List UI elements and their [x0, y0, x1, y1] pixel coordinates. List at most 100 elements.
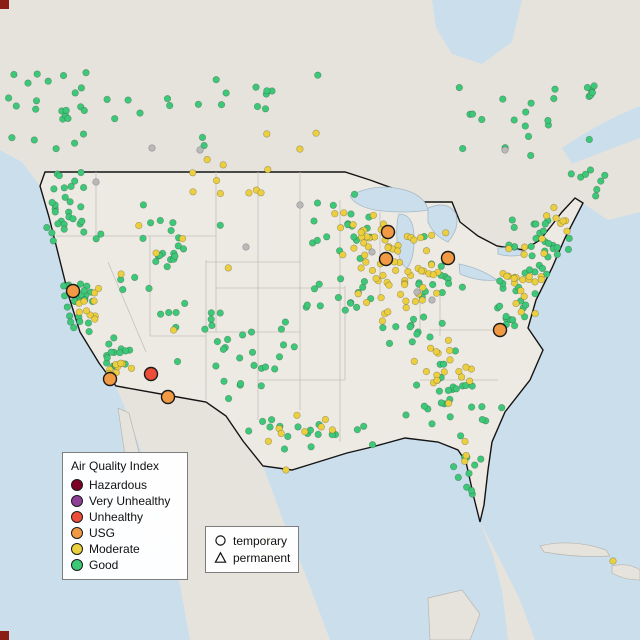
- aqi-point-moderate[interactable]: [440, 368, 448, 376]
- aqi-point-moderate[interactable]: [461, 457, 469, 465]
- aqi-point-moderate[interactable]: [357, 264, 365, 272]
- aqi-point-good[interactable]: [92, 235, 100, 243]
- aqi-point-good[interactable]: [10, 70, 18, 79]
- aqi-point-moderate[interactable]: [427, 344, 435, 352]
- aqi-point-good[interactable]: [477, 455, 485, 463]
- aqi-point-moderate[interactable]: [203, 156, 211, 164]
- aqi-point-good[interactable]: [216, 309, 224, 317]
- aqi-point-good[interactable]: [77, 203, 85, 211]
- aqi-point-good[interactable]: [261, 363, 270, 371]
- aqi-point-good[interactable]: [263, 87, 271, 95]
- aqi-point-good[interactable]: [590, 82, 598, 90]
- aqi-point-good[interactable]: [207, 309, 215, 317]
- aqi-point-good[interactable]: [310, 285, 319, 293]
- aqi-point-good[interactable]: [465, 469, 473, 478]
- aqi-point-moderate[interactable]: [542, 212, 551, 220]
- aqi-point-good[interactable]: [437, 399, 445, 407]
- aqi-point-good[interactable]: [583, 83, 592, 92]
- aqi-point-good[interactable]: [43, 223, 51, 232]
- aqi-point-good[interactable]: [222, 89, 230, 97]
- aqi-point-moderate[interactable]: [394, 247, 402, 255]
- aqi-point-good[interactable]: [12, 102, 20, 110]
- aqi-point-good[interactable]: [147, 219, 155, 227]
- aqi-point-good[interactable]: [124, 96, 132, 104]
- aqi-point-good[interactable]: [551, 85, 559, 93]
- aqi-point-moderate[interactable]: [538, 235, 546, 243]
- aqi-point-moderate[interactable]: [368, 266, 377, 275]
- aqi-point-good[interactable]: [70, 324, 78, 332]
- aqi-point-moderate[interactable]: [117, 359, 125, 367]
- aqi-point-moderate[interactable]: [458, 373, 466, 381]
- aqi-point-good[interactable]: [428, 420, 436, 428]
- aqi-point-moderate[interactable]: [331, 210, 339, 218]
- aqi-point-moderate[interactable]: [401, 281, 409, 289]
- aqi-point-moderate[interactable]: [444, 336, 453, 344]
- aqi-point-good[interactable]: [163, 95, 172, 103]
- aqi-point-good[interactable]: [64, 114, 72, 123]
- aqi-point-nodata[interactable]: [428, 296, 436, 304]
- aqi-point-usg[interactable]: [440, 250, 456, 266]
- aqi-point-good[interactable]: [496, 277, 504, 285]
- aqi-point-moderate[interactable]: [377, 294, 385, 302]
- aqi-point-moderate[interactable]: [152, 249, 160, 257]
- aqi-point-good[interactable]: [237, 380, 245, 388]
- aqi-point-good[interactable]: [527, 151, 535, 160]
- aqi-point-good[interactable]: [429, 281, 437, 289]
- aqi-point-good[interactable]: [440, 360, 448, 368]
- aqi-point-good[interactable]: [539, 227, 548, 235]
- aqi-point-moderate[interactable]: [82, 307, 91, 315]
- aqi-point-good[interactable]: [248, 348, 257, 356]
- aqi-point-moderate[interactable]: [264, 166, 272, 174]
- aqi-point-good[interactable]: [5, 94, 13, 102]
- aqi-point-good[interactable]: [111, 115, 119, 123]
- aqi-point-good[interactable]: [409, 315, 418, 323]
- aqi-point-moderate[interactable]: [510, 274, 518, 283]
- aqi-point-good[interactable]: [527, 243, 535, 251]
- aqi-point-good[interactable]: [553, 243, 561, 252]
- aqi-point-good[interactable]: [346, 299, 355, 307]
- aqi-point-good[interactable]: [468, 110, 477, 118]
- aqi-point-good[interactable]: [527, 99, 535, 107]
- aqi-point-good[interactable]: [119, 286, 127, 294]
- aqi-point-good[interactable]: [437, 262, 445, 270]
- aqi-point-moderate[interactable]: [411, 297, 420, 306]
- aqi-point-good[interactable]: [167, 227, 175, 235]
- aqi-point-good[interactable]: [525, 266, 534, 274]
- aqi-point-good[interactable]: [224, 335, 232, 344]
- aqi-point-moderate[interactable]: [519, 276, 527, 284]
- aqi-point-good[interactable]: [524, 132, 533, 140]
- aqi-point-good[interactable]: [61, 193, 69, 201]
- aqi-point-good[interactable]: [379, 324, 387, 332]
- aqi-point-moderate[interactable]: [517, 308, 525, 316]
- aqi-point-good[interactable]: [528, 252, 536, 260]
- aqi-point-good[interactable]: [78, 217, 86, 225]
- aqi-point-moderate[interactable]: [517, 287, 525, 295]
- aqi-point-good[interactable]: [252, 83, 260, 91]
- aqi-point-good[interactable]: [521, 122, 529, 130]
- aqi-point-moderate[interactable]: [540, 249, 548, 257]
- aqi-point-good[interactable]: [290, 343, 298, 351]
- aqi-point-good[interactable]: [271, 365, 279, 373]
- aqi-point-moderate[interactable]: [396, 290, 405, 299]
- aqi-point-good[interactable]: [508, 216, 516, 224]
- aqi-point-good[interactable]: [48, 198, 56, 207]
- aqi-point-good[interactable]: [179, 245, 188, 253]
- aqi-point-good[interactable]: [356, 254, 364, 263]
- aqi-point-good[interactable]: [567, 170, 575, 178]
- aqi-point-good[interactable]: [593, 185, 601, 194]
- aqi-point-good[interactable]: [392, 323, 400, 331]
- aqi-point-moderate[interactable]: [219, 161, 227, 169]
- aqi-point-moderate[interactable]: [552, 214, 560, 222]
- aqi-point-good[interactable]: [550, 94, 558, 103]
- aqi-point-good[interactable]: [314, 430, 322, 439]
- aqi-point-moderate[interactable]: [531, 278, 539, 286]
- aqi-point-moderate[interactable]: [537, 276, 546, 284]
- aqi-point-moderate[interactable]: [433, 289, 441, 297]
- aqi-point-moderate[interactable]: [216, 189, 224, 198]
- aqi-point-good[interactable]: [454, 473, 462, 482]
- aqi-point-moderate[interactable]: [245, 189, 253, 197]
- aqi-point-good[interactable]: [280, 445, 289, 453]
- aqi-point-good[interactable]: [257, 382, 265, 390]
- aqi-point-moderate[interactable]: [350, 244, 358, 252]
